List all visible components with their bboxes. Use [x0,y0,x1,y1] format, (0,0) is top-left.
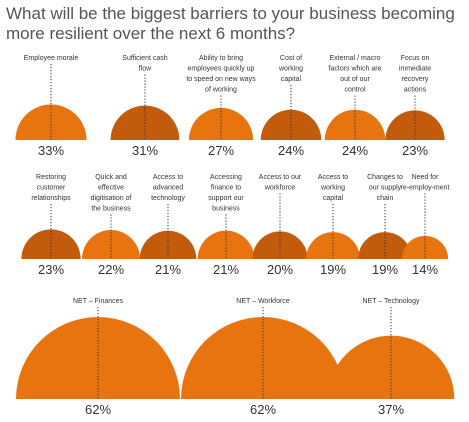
semicircle-mark [385,110,445,140]
semicircle-mark [358,232,412,259]
semicircle-mark [139,230,197,259]
category-label: Access to working capital [318,174,348,202]
category-label: Accessing finance to support our business [208,174,244,213]
category-label: Access to our workforce [259,174,302,192]
value-label: 19% [372,262,398,277]
semicircle-mark [188,107,254,140]
value-label: 62% [85,402,111,417]
category-label: NET – Technology [363,298,420,305]
category-label: Changes to our supply chain [367,174,403,202]
category-label: Restoring customer relationships [31,174,71,202]
value-label: 21% [213,262,239,277]
semicircle-mark [306,232,360,259]
value-label: 33% [38,143,64,158]
category-label: Quick and effective digitisation of the bus… [91,174,132,213]
value-label: 21% [155,262,181,277]
value-label: 23% [402,143,428,158]
value-label: 24% [278,143,304,158]
value-label: 14% [412,262,438,277]
semicircle-mark [324,109,386,140]
category-label: Need for re-employ-ment [400,174,449,192]
category-label: Focus on immediate recovery actions [399,55,431,94]
category-label: Cost of working capital [278,55,303,83]
value-label: 20% [267,262,293,277]
category-label: Ability to bring employees quickly up to s… [186,55,256,94]
value-label: 62% [250,402,276,417]
semicircle-mark [15,104,87,140]
category-label: External / macro factors which are out of … [329,55,382,94]
chart-title: What will be the biggest barriers to you… [6,4,455,43]
value-label: 24% [342,143,368,158]
category-label: Employee morale [24,55,79,62]
value-label: 27% [208,143,234,158]
semicircle-mark [401,235,449,259]
category-label: Access to advanced technology [151,174,185,202]
category-label: Sufficient cash flow [122,55,168,73]
value-label: 19% [320,262,346,277]
value-label: 37% [378,402,404,417]
category-label: NET – Workforce [236,298,290,305]
value-label: 22% [98,262,124,277]
category-label: NET – Finances [73,298,124,305]
value-label: 31% [132,143,158,158]
value-label: 23% [38,262,64,277]
